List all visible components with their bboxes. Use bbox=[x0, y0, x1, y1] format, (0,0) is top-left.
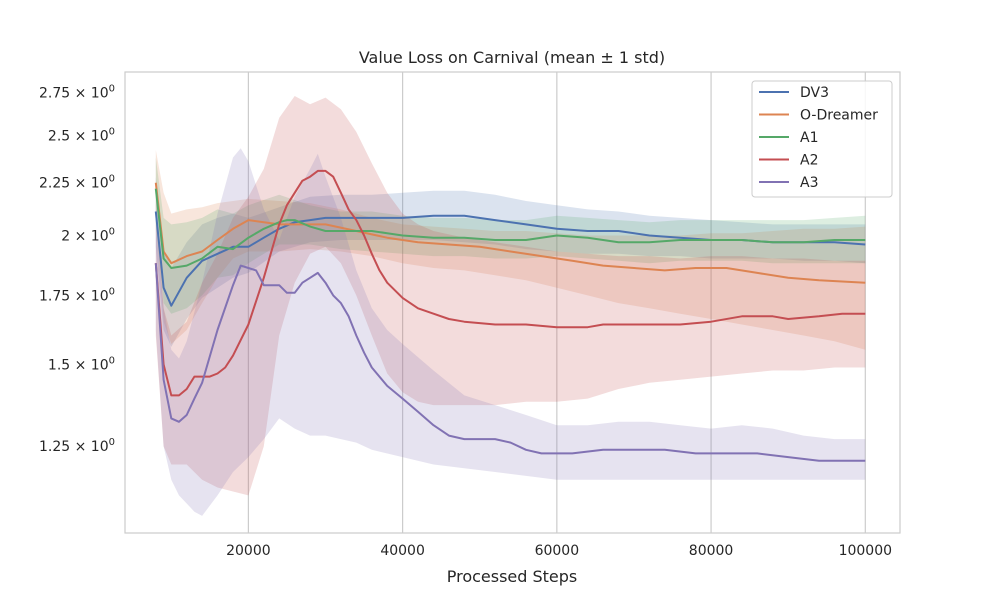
y-tick-base: 1.25 × 10 bbox=[39, 439, 109, 455]
series-line-a2 bbox=[154, 169, 866, 397]
y-tick-exponent: 0 bbox=[109, 226, 115, 237]
y-tick-base: 1.75 × 10 bbox=[39, 288, 109, 304]
y-tick-base: 2.25 × 10 bbox=[39, 176, 109, 192]
y-tick-label: 2.75 × 100 bbox=[39, 84, 115, 102]
x-tick-label: 60000 bbox=[535, 543, 580, 559]
y-tick-label: 2 × 100 bbox=[61, 226, 115, 244]
y-tick-base: 2.5 × 10 bbox=[48, 128, 109, 144]
std-band-a1 bbox=[155, 157, 866, 314]
y-tick-base: 2.75 × 10 bbox=[39, 86, 109, 102]
std-band-dv3 bbox=[155, 176, 866, 347]
series-line-a1 bbox=[154, 188, 866, 269]
x-tick-label: 80000 bbox=[689, 543, 734, 559]
legend-label: A2 bbox=[800, 153, 818, 169]
y-tick-exponent: 0 bbox=[109, 126, 115, 137]
x-tick-label: 20000 bbox=[226, 543, 271, 559]
y-tick-exponent: 0 bbox=[109, 437, 115, 448]
legend-box bbox=[751, 80, 893, 198]
series-lines bbox=[154, 169, 866, 462]
y-tick-base: 2 × 10 bbox=[61, 228, 108, 244]
std-band-a3 bbox=[155, 148, 866, 516]
y-tick-base: 1.5 × 10 bbox=[48, 357, 109, 373]
y-tick-label: 1.25 × 100 bbox=[39, 437, 115, 455]
legend-label: A1 bbox=[800, 130, 818, 146]
x-axis-label: Processed Steps bbox=[447, 567, 578, 586]
y-tick-label: 2.25 × 100 bbox=[39, 174, 115, 192]
legend: DV3 O-Dreamer A1 A2 A3 bbox=[751, 80, 893, 198]
y-tick-label: 1.75 × 100 bbox=[39, 286, 115, 304]
std-bands bbox=[155, 96, 866, 516]
y-tick-label: 1.5 × 100 bbox=[48, 355, 115, 373]
legend-label: O-Dreamer bbox=[800, 108, 878, 124]
std-band-o-dreamer bbox=[155, 150, 866, 350]
y-tick-exponent: 0 bbox=[109, 355, 115, 366]
x-tick-label: 100000 bbox=[839, 543, 892, 559]
series-line-o-dreamer bbox=[154, 182, 866, 284]
y-tick-label: 2.5 × 100 bbox=[48, 126, 115, 144]
x-tick-label: 40000 bbox=[380, 543, 425, 559]
std-band-a2 bbox=[155, 96, 866, 496]
y-tick-exponent: 0 bbox=[109, 174, 115, 185]
x-tick-labels: 20000 40000 60000 80000 100000 bbox=[226, 543, 892, 559]
chart-title: Value Loss on Carnival (mean ± 1 std) bbox=[359, 48, 665, 67]
y-tick-exponent: 0 bbox=[109, 84, 115, 95]
legend-label: A3 bbox=[800, 175, 818, 191]
series-line-a3 bbox=[154, 263, 866, 462]
legend-label: DV3 bbox=[800, 85, 829, 101]
y-tick-exponent: 0 bbox=[109, 286, 115, 297]
